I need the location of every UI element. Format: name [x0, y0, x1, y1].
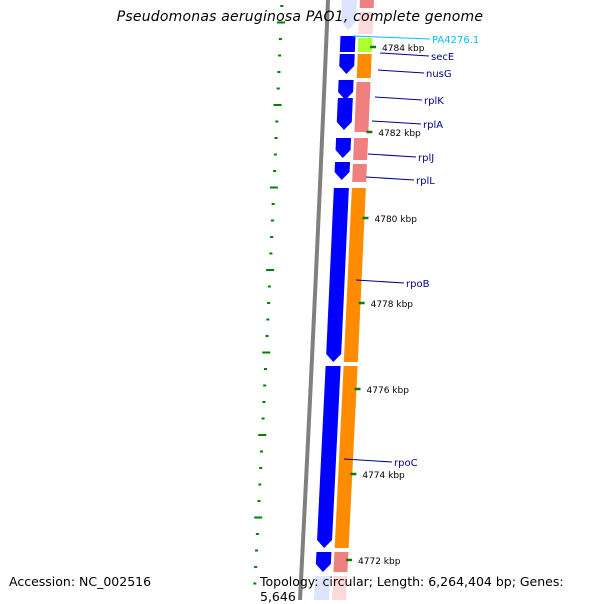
genome-backbone — [297, 0, 330, 600]
gene-label: secE — [431, 52, 454, 63]
gene-label: rplK — [424, 96, 444, 107]
forward-gene — [338, 80, 354, 100]
forward-gene — [339, 54, 355, 74]
gene-label: rpoC — [394, 458, 418, 469]
reverse-gene — [354, 82, 371, 132]
forward-gene — [335, 138, 352, 158]
reverse-gene — [334, 366, 358, 548]
reverse-gene — [333, 552, 349, 572]
forward-gene — [313, 576, 331, 600]
forward-gene — [341, 0, 357, 30]
ruler-label: 4774 kbp — [362, 471, 405, 481]
forward-gene — [326, 188, 349, 362]
forward-gene — [317, 366, 341, 548]
reverse-gene — [359, 0, 374, 8]
label-leader-line — [365, 176, 415, 181]
gene-track — [313, 0, 374, 600]
label-leader-line — [352, 35, 431, 40]
gene-label-layer: PA4276.1 secE nusG rplK rplA rplJ rplL rpoB rpoC — [343, 35, 479, 469]
label-leader-line — [379, 52, 430, 57]
gc-skew-track — [253, 5, 286, 585]
reverse-gene — [358, 12, 374, 34]
forward-gene — [315, 552, 332, 572]
ruler-label: 4780 kbp — [375, 215, 418, 225]
scale-ruler: 4784 kbp 4782 kbp 4780 kbp 4778 kbp 4776 kbp… — [346, 44, 425, 567]
label-leader-line — [374, 96, 423, 101]
label-leader-line — [343, 458, 393, 463]
ruler-label: 4778 kbp — [371, 300, 414, 310]
reverse-gene — [331, 576, 348, 600]
ruler-label: 4784 kbp — [382, 44, 425, 54]
gene-label: PA4276.1 — [432, 35, 479, 46]
reverse-gene — [356, 54, 372, 78]
reverse-gene — [357, 38, 373, 52]
reverse-gene — [343, 188, 366, 362]
accession-label: Accession: NC_002516 — [9, 574, 152, 589]
gene-label: nusG — [426, 69, 452, 80]
label-leader-line — [367, 153, 417, 158]
label-leader-line — [377, 69, 425, 74]
forward-gene — [334, 162, 351, 180]
ruler-label: 4772 kbp — [358, 557, 401, 567]
map-title: Pseudomonas aeruginosa PAO1, complete ge… — [116, 9, 484, 25]
reverse-gene — [353, 138, 369, 160]
gene-label: rplL — [416, 176, 435, 187]
gene-label: rpoB — [406, 279, 430, 290]
gene-label: rplJ — [418, 153, 434, 164]
ruler-label: 4782 kbp — [378, 129, 421, 139]
forward-gene — [339, 36, 356, 52]
forward-gene — [336, 98, 353, 130]
ruler-label: 4776 kbp — [367, 386, 410, 396]
reverse-gene — [352, 164, 367, 182]
label-leader-line — [371, 120, 422, 125]
gene-label: rplA — [423, 120, 443, 131]
label-leader-line — [355, 279, 405, 284]
